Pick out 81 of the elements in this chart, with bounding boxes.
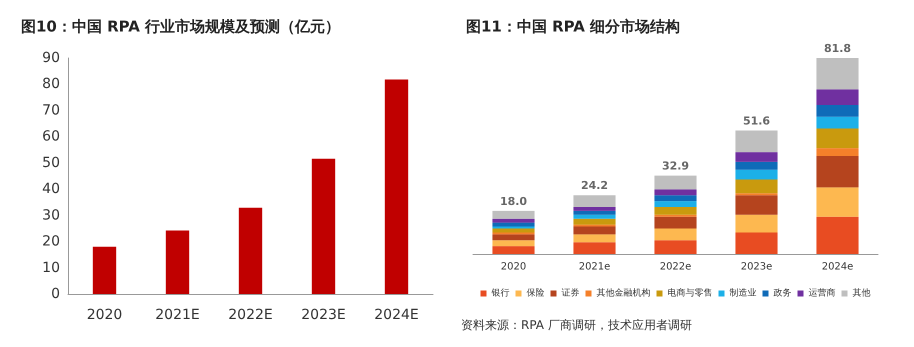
bar [735,214,778,232]
annotation: 24.2 [580,179,608,192]
bar [573,195,616,207]
y-tick-label: 80 [42,76,60,92]
x-tick-label: 2020 [500,262,526,272]
bar [816,116,859,129]
annotation: 51.6 [742,114,770,128]
bar [492,210,535,219]
bar [492,218,535,223]
bar [735,162,778,170]
bar [654,216,697,229]
y-tick-label: 10 [42,260,60,276]
y-tick-label: 70 [42,102,60,118]
bar [735,170,778,180]
bar [816,216,859,254]
bar [816,148,859,156]
bar [654,201,697,207]
bar [735,195,778,215]
x-tick-label: 2024e [822,262,854,272]
bar [573,218,616,225]
legend-label: 其他金融机构 [596,288,650,298]
legend-label: 其他 [852,288,870,298]
bar [573,234,616,242]
bar [573,210,616,215]
bar [573,226,616,234]
bar [238,208,262,294]
bar [492,240,535,246]
annotation: 32.9 [662,160,690,173]
legend-label: 保险 [526,288,544,298]
annotation: 81.8 [824,42,852,55]
bar [816,58,859,90]
chart-title: 图10：中国 RPA 行业市场规模及预测（亿元） [21,18,340,36]
bar [735,152,778,162]
x-tick-label: 2024E [374,307,419,323]
bar [816,89,859,106]
bar [735,180,778,194]
y-tick-label: 50 [42,154,60,171]
bar [312,158,336,294]
x-tick-label: 2023E [301,307,346,323]
bar [816,105,859,117]
bar [816,187,859,217]
y-tick-label: 0 [51,286,60,302]
legend-label: 政务 [774,288,792,298]
bar [573,242,616,254]
bar [816,128,859,148]
chart-title: 图11：中国 RPA 细分市场结构 [466,18,680,36]
legend-label: 运营商 [808,288,836,298]
x-tick-label: 2022e [660,262,692,272]
bar [816,156,859,188]
bar [492,222,535,227]
bar [654,176,697,190]
bar [492,234,535,240]
bar [492,228,535,232]
x-tick-label: 2021E [155,307,200,323]
bar [492,246,535,254]
legend-label: 电商与零售 [668,288,712,298]
bar [735,130,778,152]
y-tick-label: 90 [42,50,60,66]
legend-label: 银行 [490,288,510,298]
annotation: 18.0 [500,194,528,208]
bar [654,228,697,240]
y-tick-label: 20 [42,234,60,250]
bar [735,232,778,254]
x-tick-label: 2022E [228,307,273,323]
y-tick-label: 30 [42,207,60,224]
bar [92,246,116,294]
bar [166,230,190,294]
bar [573,206,616,211]
bar [654,206,697,215]
x-tick-label: 2023e [740,262,772,272]
bar [654,240,697,254]
text: 资料来源：RPA 厂商调研，技术应用者调研 [461,318,692,332]
bar [384,80,408,294]
bar [654,195,697,202]
x-tick-label: 2021e [578,262,610,272]
y-tick-label: 60 [42,128,60,145]
legend-label: 制造业 [730,288,756,298]
x-tick-label: 2020 [86,307,122,323]
y-tick-label: 40 [42,181,60,198]
bar [654,189,697,196]
legend-label: 证券 [562,288,580,298]
